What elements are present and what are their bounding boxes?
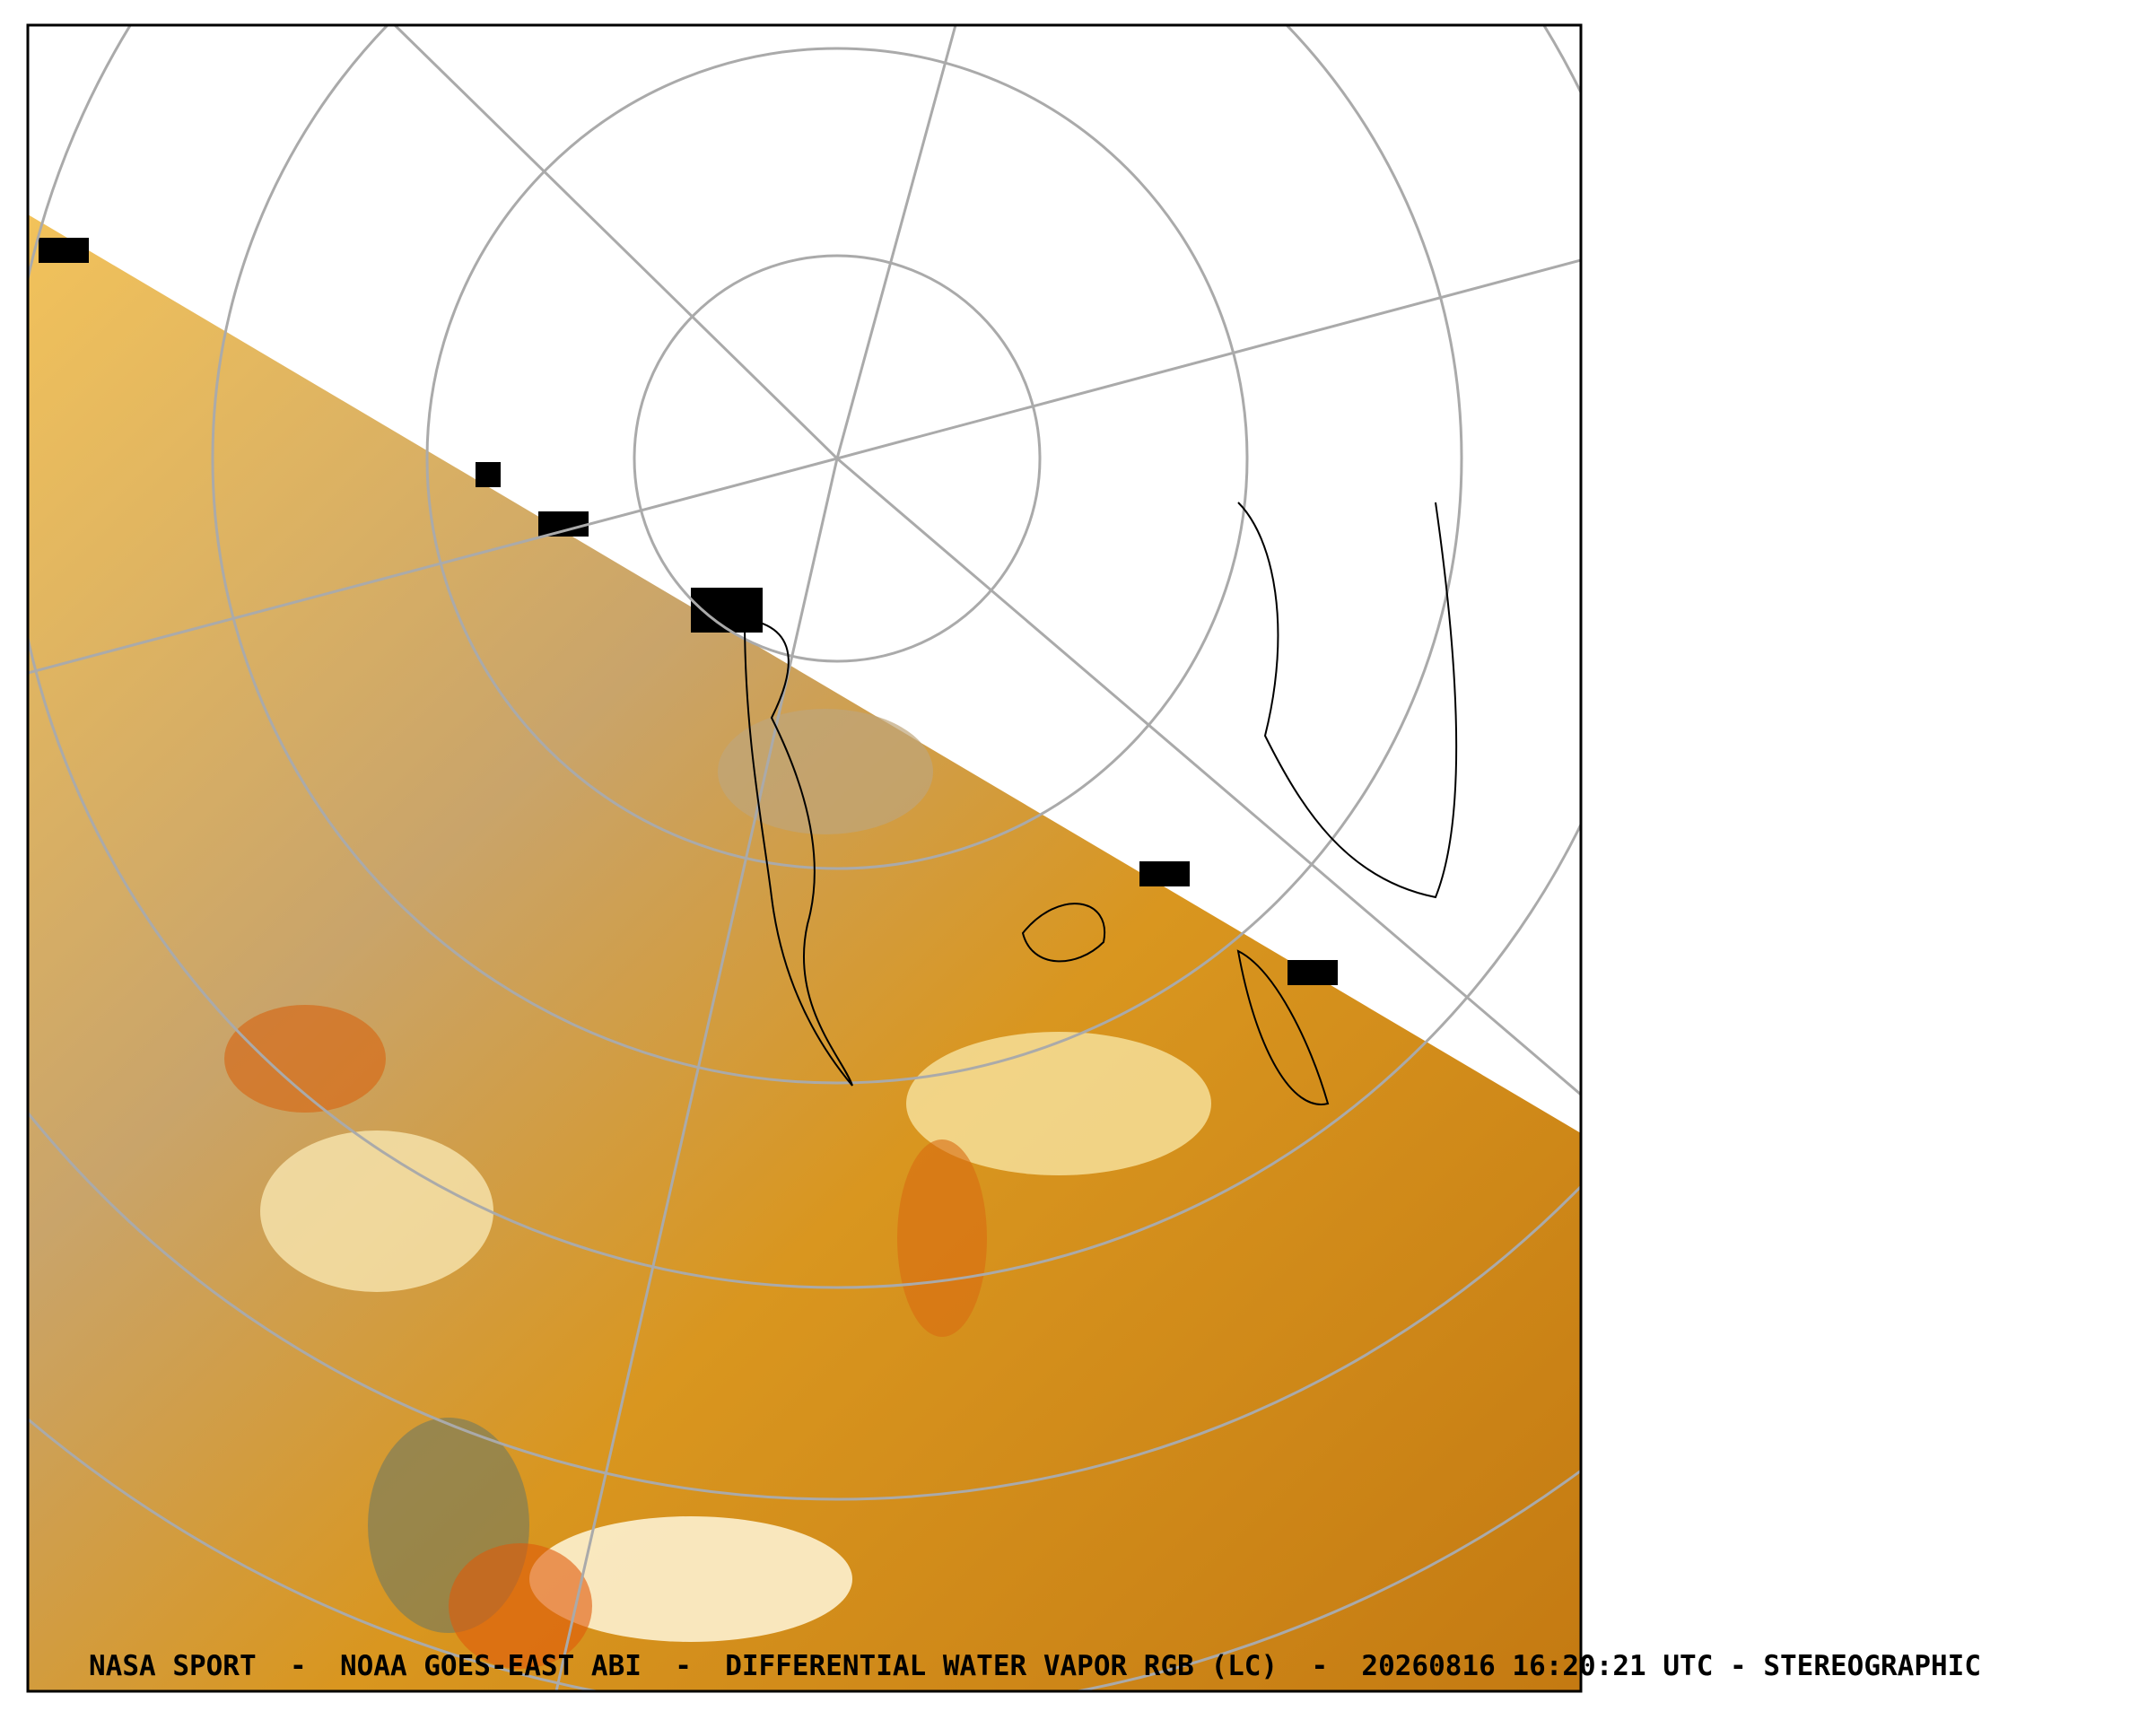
dry-region (529, 1516, 852, 1642)
dry-region (906, 1032, 1211, 1175)
no-data-cell (538, 511, 589, 537)
moist-region (449, 1543, 592, 1669)
imagery (28, 25, 1581, 1691)
no-data-cell (39, 238, 89, 263)
dry-region (260, 1130, 493, 1292)
caption: NASA SPORT - NOAA GOES-EAST ABI - DIFFER… (89, 1650, 1981, 1682)
graticule (28, 25, 1581, 1691)
coastlines (743, 502, 1458, 1105)
map-frame (26, 23, 1583, 1693)
moist-region (897, 1139, 987, 1337)
no-data-cell (476, 462, 501, 487)
no-data-cell (1287, 960, 1338, 985)
no-data-cell (1139, 861, 1190, 886)
moist-region (224, 1005, 386, 1113)
